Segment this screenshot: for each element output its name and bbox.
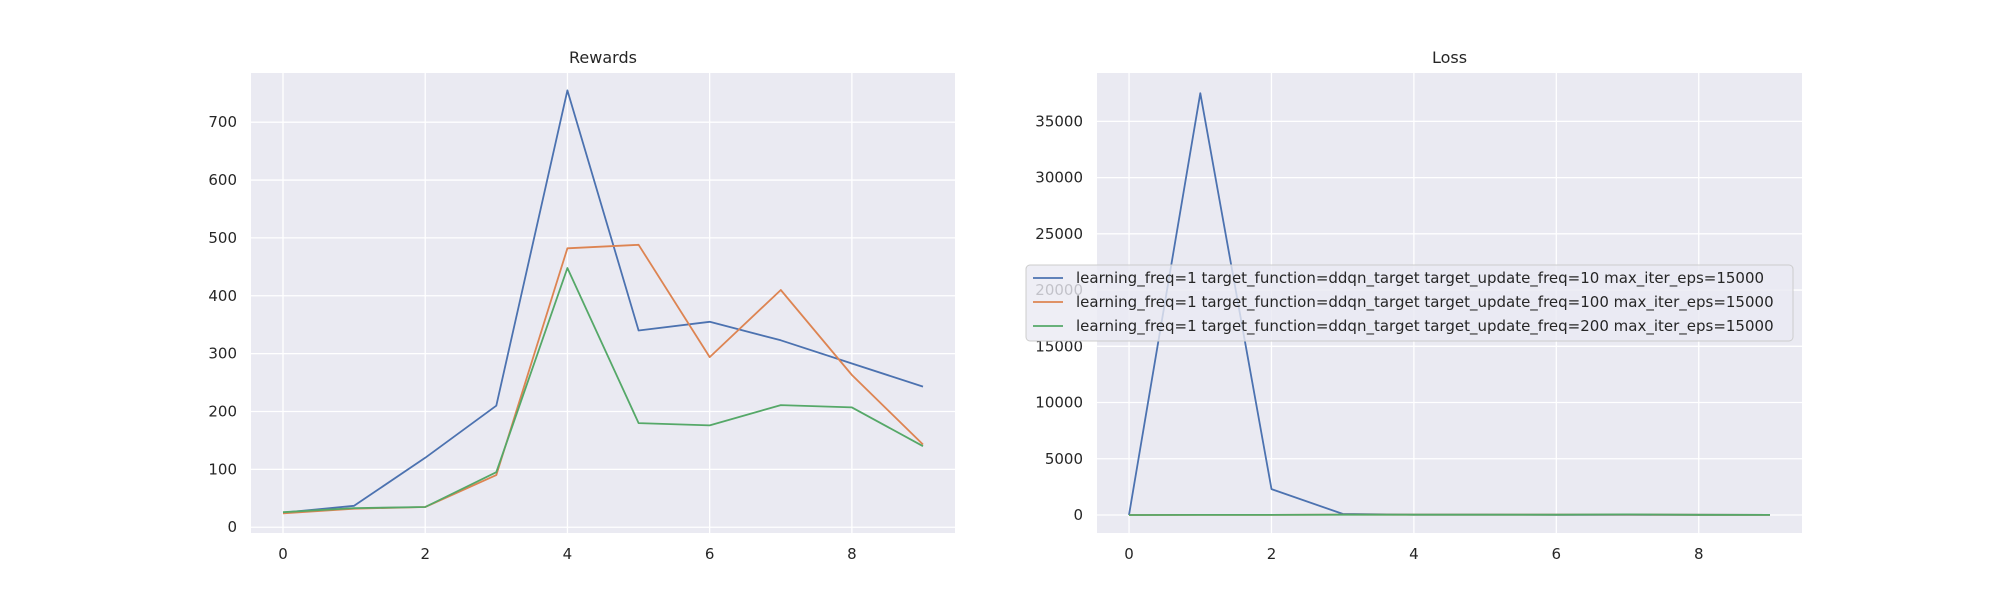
y-tick-label: 0 [1073, 506, 1083, 524]
y-tick-label: 10000 [1035, 394, 1083, 412]
y-tick-label: 25000 [1035, 225, 1083, 243]
chart-title: Rewards [569, 48, 637, 67]
y-tick-label: 700 [208, 113, 237, 131]
x-tick-label: 4 [1409, 545, 1419, 563]
x-tick-label: 2 [420, 545, 430, 563]
x-tick-label: 6 [705, 545, 715, 563]
y-tick-label: 100 [208, 460, 237, 478]
series-line-3 [1128, 513, 1771, 516]
legend-box [1025, 264, 1794, 342]
y-tick-label: 15000 [1035, 337, 1083, 355]
y-tick-label: 0 [227, 518, 237, 536]
y-tick-label: 500 [208, 229, 237, 247]
chart-title: Loss [1432, 48, 1467, 67]
legend-label-3: learning_freq=1 target_function=ddqn_tar… [1076, 317, 1774, 336]
x-tick-label: 2 [1267, 545, 1277, 563]
y-tick-label: 35000 [1035, 112, 1083, 130]
chart-panel-rewards: 0 2 4 6 8 0 100 200 300 400 500 600 700 Rewards [208, 48, 955, 563]
x-tick-label: 4 [563, 545, 573, 563]
legend-label-1: learning_freq=1 target_function=ddqn_tar… [1076, 269, 1764, 288]
x-tick-label: 8 [847, 545, 857, 563]
legend-label-2: learning_freq=1 target_function=ddqn_tar… [1076, 293, 1774, 312]
legend: learning_freq=1 target_function=ddqn_tar… [1025, 264, 1794, 342]
plot-area [251, 73, 955, 533]
y-tick-label: 400 [208, 287, 237, 305]
series-line-3 [282, 267, 924, 514]
chart-panel-loss: 0246805000100001500020000250003000035000… [1025, 48, 1802, 563]
y-tick-label: 300 [208, 345, 237, 363]
y-tick-label: 5000 [1045, 450, 1083, 468]
series-line-1 [282, 89, 924, 514]
y-tick-label: 600 [208, 171, 237, 189]
x-tick-label: 8 [1694, 545, 1704, 563]
x-tick-label: 0 [1124, 545, 1134, 563]
y-tick-label: 200 [208, 402, 237, 420]
x-tick-label: 0 [278, 545, 288, 563]
x-tick-label: 6 [1552, 545, 1562, 563]
y-tick-label: 30000 [1035, 169, 1083, 187]
